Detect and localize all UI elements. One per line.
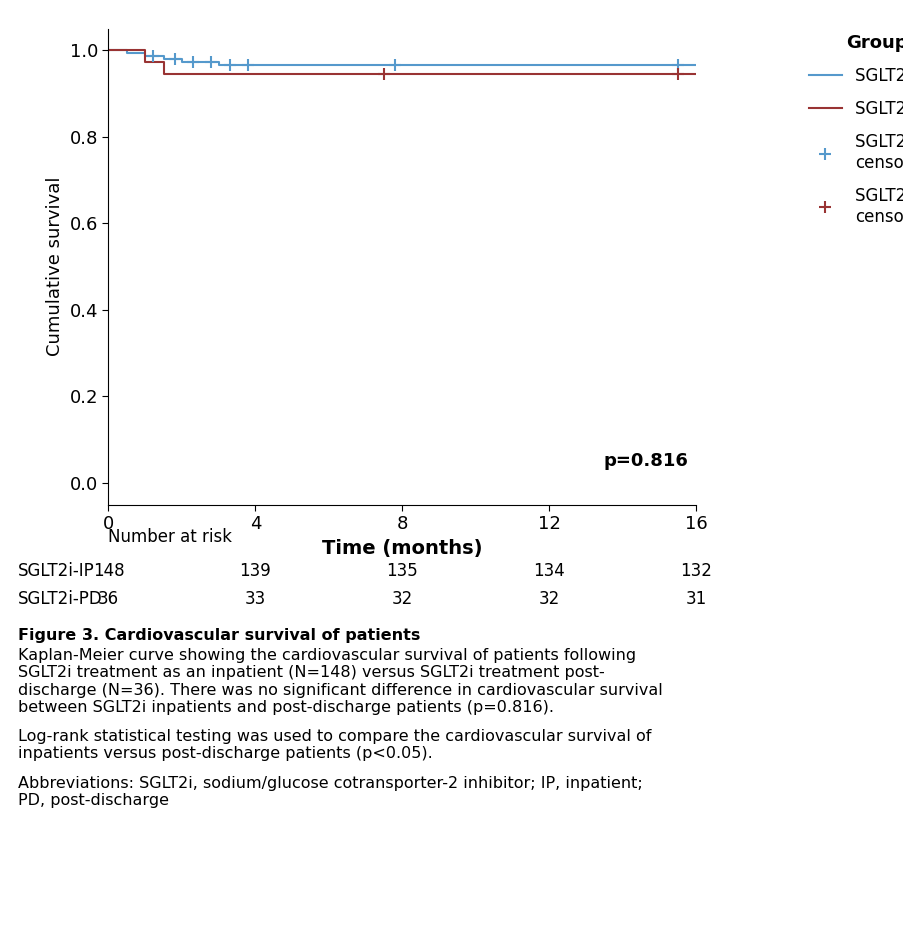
Text: discharge (N=36). There was no significant difference in cardiovascular survival: discharge (N=36). There was no significa…	[18, 683, 662, 698]
Text: Abbreviations: SGLT2i, sodium/glucose cotransporter-2 inhibitor; IP, inpatient;: Abbreviations: SGLT2i, sodium/glucose co…	[18, 776, 642, 791]
Text: 134: 134	[533, 562, 564, 580]
Legend: SGLT2i IP, SGLT2i PD, SGLT2i IP-
censored, SGLT2i PD-
censored: SGLT2i IP, SGLT2i PD, SGLT2i IP- censore…	[801, 28, 903, 232]
Text: 36: 36	[98, 590, 119, 608]
Text: 32: 32	[538, 590, 559, 608]
Text: 33: 33	[245, 590, 265, 608]
Text: 139: 139	[239, 562, 271, 580]
Text: SGLT2i-PD: SGLT2i-PD	[18, 590, 103, 608]
Text: 135: 135	[386, 562, 418, 580]
Text: 148: 148	[93, 562, 124, 580]
Text: 32: 32	[391, 590, 413, 608]
Text: SGLT2i treatment as an inpatient (N=148) versus SGLT2i treatment post-: SGLT2i treatment as an inpatient (N=148)…	[18, 665, 604, 681]
Text: p=0.816: p=0.816	[603, 452, 688, 470]
Text: PD, post-discharge: PD, post-discharge	[18, 793, 169, 808]
Y-axis label: Cumulative survival: Cumulative survival	[46, 177, 64, 356]
Text: Number at risk: Number at risk	[108, 528, 232, 546]
X-axis label: Time (months): Time (months)	[321, 539, 482, 558]
Text: Log-rank statistical testing was used to compare the cardiovascular survival of: Log-rank statistical testing was used to…	[18, 729, 651, 744]
Text: inpatients versus post-discharge patients (p<0.05).: inpatients versus post-discharge patient…	[18, 746, 433, 762]
Text: Figure 3. Cardiovascular survival of patients: Figure 3. Cardiovascular survival of pat…	[18, 628, 420, 644]
Text: Kaplan-Meier curve showing the cardiovascular survival of patients following: Kaplan-Meier curve showing the cardiovas…	[18, 648, 636, 664]
Text: 132: 132	[679, 562, 712, 580]
Text: SGLT2i-IP: SGLT2i-IP	[18, 562, 95, 580]
Text: 31: 31	[684, 590, 706, 608]
Text: between SGLT2i inpatients and post-discharge patients (p=0.816).: between SGLT2i inpatients and post-disch…	[18, 700, 554, 715]
